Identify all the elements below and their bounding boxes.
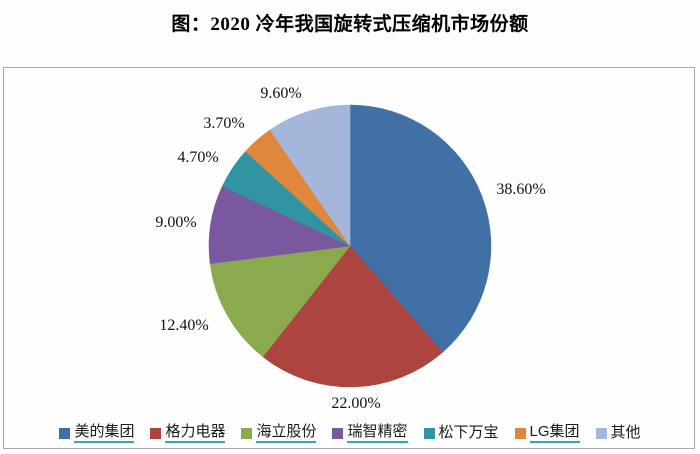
legend-label-0: 美的集团 <box>74 423 135 444</box>
legend-label-2: 海立股份 <box>256 423 317 444</box>
legend-label-6: 其他 <box>610 423 641 441</box>
legend-item-2: 海立股份 <box>241 423 317 444</box>
legend-item-0: 美的集团 <box>59 423 135 444</box>
pie-slice-label-5: 3.70% <box>203 115 245 132</box>
legend-swatch-icon <box>59 427 71 439</box>
legend-item-6: 其他 <box>595 423 641 442</box>
legend-swatch-icon <box>150 427 162 439</box>
chart-legend: 美的集团 格力电器 海立股份 瑞智精密 松下万宝 LG集团 其他 <box>0 422 700 444</box>
pie-slice-label-6: 9.60% <box>260 85 302 102</box>
legend-swatch-icon <box>423 427 435 439</box>
legend-swatch-icon <box>595 427 607 439</box>
legend-swatch-icon <box>241 427 253 439</box>
legend-label-1: 格力电器 <box>165 423 226 444</box>
legend-swatch-icon <box>514 427 526 439</box>
chart-title: 图：2020 冷年我国旋转式压缩机市场份额 <box>171 14 529 35</box>
legend-item-4: 松下万宝 <box>423 423 499 442</box>
legend-label-3: 瑞智精密 <box>347 423 408 444</box>
legend-item-1: 格力电器 <box>150 423 226 444</box>
legend-item-5: LG集团 <box>514 423 580 444</box>
legend-label-4: 松下万宝 <box>438 423 499 441</box>
pie-slice-label-2: 12.40% <box>159 317 209 334</box>
pie-slice-label-1: 22.00% <box>331 395 381 412</box>
legend-item-3: 瑞智精密 <box>332 423 408 444</box>
chart-area <box>3 67 695 449</box>
pie-slice-label-4: 4.70% <box>177 149 219 166</box>
legend-swatch-icon <box>332 427 344 439</box>
legend-label-5: LG集团 <box>529 423 580 444</box>
pie-slice-label-3: 9.00% <box>155 214 197 231</box>
pie-slice-label-0: 38.60% <box>496 181 546 198</box>
